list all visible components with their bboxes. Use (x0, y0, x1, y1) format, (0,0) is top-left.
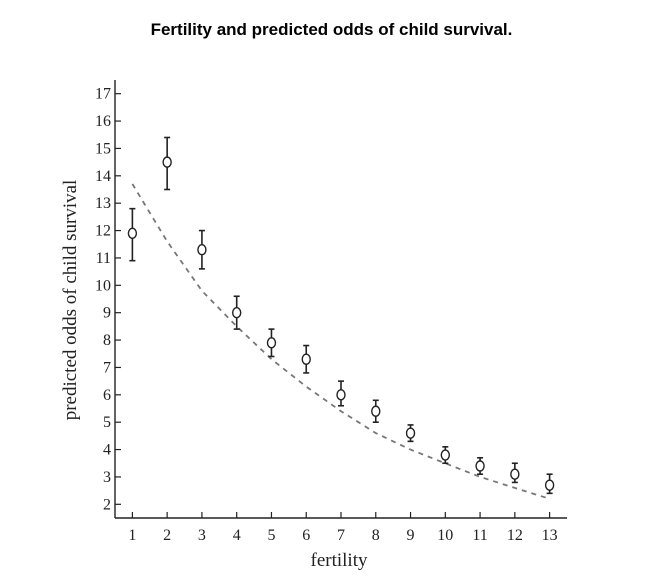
data-point (440, 449, 451, 461)
y-tick-label: 12 (95, 223, 111, 240)
x-tick-label: 9 (407, 527, 415, 544)
y-tick-label: 16 (95, 113, 111, 130)
y-axis-label: predicted odds of child survival (60, 180, 81, 421)
x-axis-label: fertility (311, 550, 368, 571)
y-tick-label: 7 (103, 359, 111, 376)
x-tick-label: 13 (542, 527, 558, 544)
data-point (197, 244, 207, 256)
data-point (510, 468, 520, 480)
data-point (127, 227, 138, 240)
x-tick-label: 11 (472, 527, 487, 544)
x-tick-label: 4 (233, 527, 241, 544)
y-tick-label: 13 (95, 195, 111, 212)
x-tick-label: 5 (267, 527, 275, 544)
data-point (405, 427, 416, 439)
y-tick-label: 11 (96, 250, 111, 267)
x-tick-label: 10 (437, 527, 453, 544)
y-tick-label: 6 (103, 387, 111, 404)
data-points-group (127, 136, 555, 495)
y-tick-label: 4 (103, 442, 111, 459)
data-point (544, 479, 555, 491)
y-tick-label: 8 (103, 332, 111, 349)
x-tick-label: 3 (198, 527, 206, 544)
y-tick-label: 9 (103, 305, 111, 322)
chart-title: Fertility and predicted odds of child su… (150, 20, 513, 39)
data-point (231, 306, 242, 319)
x-tick-label: 2 (163, 527, 171, 544)
data-point (475, 460, 485, 472)
data-point (266, 337, 277, 349)
data-point (301, 353, 311, 365)
x-tick-label: 8 (372, 527, 380, 544)
y-tick-label: 10 (95, 277, 111, 294)
x-tick-label: 7 (337, 527, 345, 544)
x-tick-label: 1 (128, 527, 136, 544)
y-tick-label: 2 (103, 496, 111, 513)
x-tick-label: 12 (507, 527, 523, 544)
data-point (162, 156, 172, 168)
y-tick-label: 17 (95, 86, 111, 103)
fitted-curve-group (131, 183, 550, 500)
y-tick-label: 15 (95, 140, 111, 157)
y-tick-label: 3 (103, 469, 111, 486)
y-tick-label: 14 (95, 168, 111, 185)
data-point (336, 389, 346, 401)
fitted-curve-line (131, 183, 550, 500)
x-tick-label: 6 (302, 527, 310, 544)
data-point (371, 405, 381, 417)
y-tick-label: 5 (103, 414, 111, 431)
